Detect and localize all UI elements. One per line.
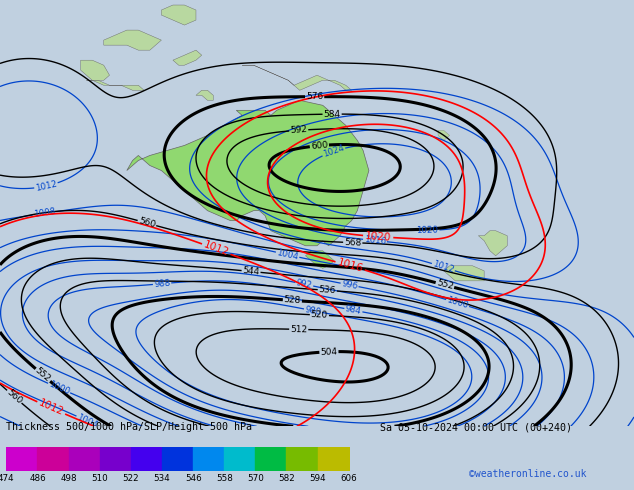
- Text: 980: 980: [304, 305, 322, 317]
- Polygon shape: [104, 30, 162, 50]
- Text: 600: 600: [311, 141, 328, 151]
- Text: 576: 576: [306, 92, 323, 101]
- Text: 504: 504: [320, 347, 338, 357]
- Text: 520: 520: [311, 310, 328, 320]
- Text: 486: 486: [29, 474, 46, 483]
- Text: 544: 544: [242, 266, 260, 277]
- Text: 1004: 1004: [75, 413, 100, 430]
- Text: Sa 05-10-2024 00:00 UTC (00+240): Sa 05-10-2024 00:00 UTC (00+240): [380, 422, 573, 432]
- Polygon shape: [306, 251, 334, 269]
- Text: 528: 528: [283, 295, 301, 305]
- Text: 510: 510: [91, 474, 108, 483]
- Text: 570: 570: [247, 474, 264, 483]
- Text: 1016: 1016: [336, 257, 364, 274]
- Text: 546: 546: [184, 474, 202, 483]
- Text: 560: 560: [5, 388, 23, 406]
- Text: 568: 568: [344, 238, 361, 247]
- Text: 536: 536: [318, 285, 336, 295]
- Polygon shape: [81, 60, 110, 80]
- Text: 1020: 1020: [365, 231, 392, 243]
- Text: 1012: 1012: [432, 260, 455, 275]
- Text: 1012: 1012: [37, 398, 65, 418]
- Text: 558: 558: [216, 474, 233, 483]
- Text: 1000: 1000: [446, 295, 469, 311]
- Text: 552: 552: [34, 366, 53, 384]
- Polygon shape: [242, 65, 352, 90]
- Polygon shape: [127, 100, 369, 246]
- Text: 594: 594: [309, 474, 326, 483]
- Text: 498: 498: [60, 474, 77, 483]
- Text: 592: 592: [290, 125, 307, 135]
- Text: 474: 474: [0, 474, 15, 483]
- Polygon shape: [86, 80, 144, 90]
- Text: 552: 552: [436, 278, 455, 292]
- Text: 1024: 1024: [322, 144, 346, 159]
- Text: 534: 534: [153, 474, 171, 483]
- Text: 984: 984: [344, 304, 362, 316]
- Text: 996: 996: [340, 279, 358, 291]
- Polygon shape: [162, 5, 196, 25]
- Text: Thickness 500/1000 hPa/SLP/Height 500 hPa: Thickness 500/1000 hPa/SLP/Height 500 hP…: [6, 422, 252, 432]
- Text: 1020: 1020: [417, 225, 439, 235]
- Text: 1000: 1000: [47, 380, 71, 396]
- Text: 1008: 1008: [33, 207, 56, 220]
- Text: 606: 606: [340, 474, 357, 483]
- Text: 522: 522: [122, 474, 139, 483]
- Text: 1012: 1012: [202, 240, 230, 258]
- Text: 582: 582: [278, 474, 295, 483]
- Polygon shape: [196, 90, 213, 100]
- Text: 992: 992: [295, 278, 313, 290]
- Polygon shape: [444, 266, 484, 281]
- Text: ©weatheronline.co.uk: ©weatheronline.co.uk: [469, 469, 586, 479]
- Text: 1004: 1004: [276, 248, 299, 262]
- Text: 1012: 1012: [34, 179, 58, 193]
- Polygon shape: [479, 231, 507, 256]
- Text: 584: 584: [323, 110, 340, 119]
- Text: 988: 988: [153, 278, 171, 289]
- Text: 1016: 1016: [363, 235, 386, 246]
- Text: 512: 512: [290, 325, 307, 334]
- Polygon shape: [438, 130, 450, 141]
- Polygon shape: [173, 50, 202, 65]
- Text: 560: 560: [138, 217, 157, 230]
